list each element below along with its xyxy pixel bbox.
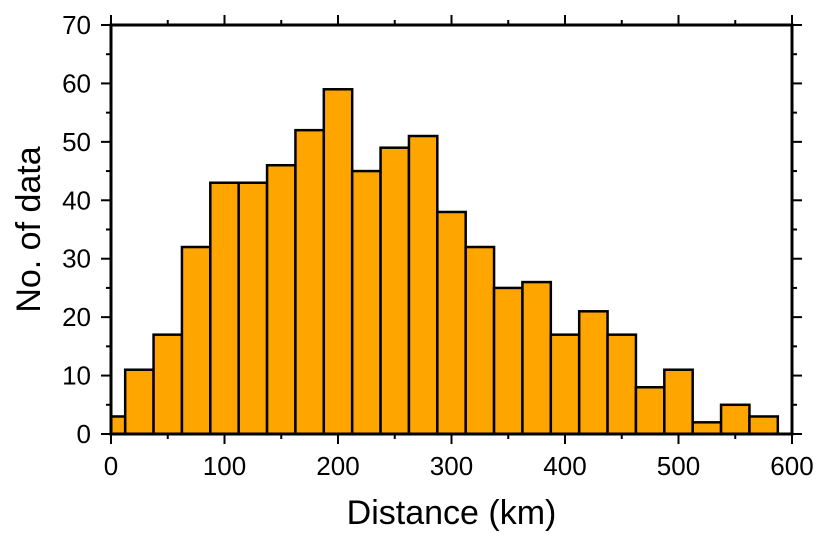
histogram-bar — [464, 245, 496, 436]
histogram-bar — [180, 245, 212, 436]
histogram-bar — [606, 333, 638, 436]
x-tick-label: 200 — [316, 451, 359, 481]
x-tick-label: 100 — [203, 451, 246, 481]
histogram-bar — [663, 368, 694, 436]
histogram-bar — [379, 146, 411, 436]
histogram-bar — [152, 333, 184, 436]
histogram-bar — [691, 421, 723, 436]
y-tick-label: 20 — [62, 302, 91, 332]
histogram-bar — [322, 88, 354, 436]
bars-group — [109, 88, 780, 436]
y-tick-label: 40 — [62, 185, 91, 215]
histogram-bar — [109, 415, 127, 436]
x-axis-title: Distance (km) — [347, 494, 557, 532]
histogram-bar — [549, 333, 581, 436]
y-tick-labels: 0 10 20 30 40 50 60 70 — [62, 10, 91, 449]
histogram-bar — [350, 169, 382, 436]
x-tick-labels: 0 100 200 300 400 500 600 — [104, 451, 814, 481]
y-tick-label: 30 — [62, 244, 91, 274]
histogram-bar — [209, 181, 240, 436]
histogram-bar — [748, 415, 780, 436]
y-tick-label: 0 — [77, 419, 91, 449]
x-tick-label: 600 — [770, 451, 813, 481]
histogram-bar — [719, 403, 751, 436]
plot-frame — [109, 23, 794, 436]
y-tick-label: 70 — [62, 10, 91, 40]
y-tick-label: 50 — [62, 127, 91, 157]
histogram-bar — [294, 128, 326, 436]
x-tick-label: 0 — [104, 451, 118, 481]
histogram-bar — [436, 210, 467, 436]
y-tick-label: 10 — [62, 361, 91, 391]
x-tick-label: 300 — [430, 451, 473, 481]
y-axis-title: No. of data — [10, 146, 48, 312]
histogram-bar — [521, 280, 553, 436]
histogram-bar — [407, 134, 439, 436]
histogram-bar — [123, 368, 155, 436]
y-tick-label: 60 — [62, 68, 91, 98]
histogram-bar — [265, 163, 297, 436]
x-tick-label: 400 — [543, 451, 586, 481]
histogram-bar — [577, 310, 609, 436]
histogram-bar — [492, 286, 524, 436]
histogram-bar — [634, 386, 666, 436]
x-tick-label: 500 — [657, 451, 700, 481]
histogram-bar — [237, 181, 269, 436]
